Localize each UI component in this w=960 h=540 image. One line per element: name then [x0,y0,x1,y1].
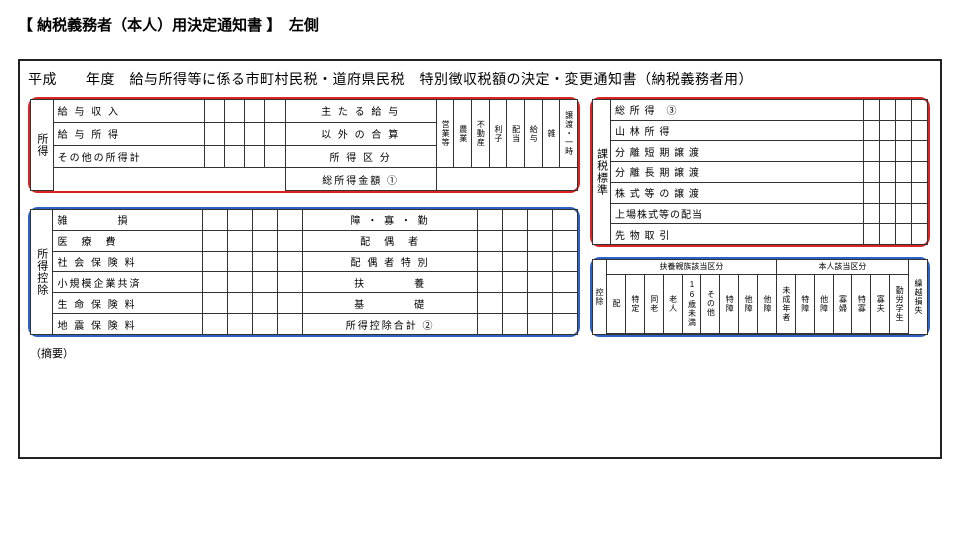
group-header: 本人該当区分 [776,260,908,275]
row-label: 雑 損 [53,210,203,231]
row-label: 基 礎 [303,293,478,314]
income-table: 所得 給 与 収 入 主 た る 給 与 営業等 農業 不動産 利子 配当 給与… [30,99,578,191]
row-label: 分 離 長 期 譲 渡 [611,162,864,183]
classification-table: 控除 扶養親族該当区分 本人該当区分 繰越損失 配 特定 同老 老人 16歳未満… [592,259,928,335]
mini-col: 譲渡・一時 [560,100,578,168]
row-label: 生 命 保 険 料 [53,293,203,314]
income-section: 所得 給 与 収 入 主 た る 給 与 営業等 農業 不動産 利子 配当 給与… [28,97,580,193]
row-label: 山 林 所 得 [611,120,864,141]
col-head: 特寡 [852,274,871,333]
classification-section: 控除 扶養親族該当区分 本人該当区分 繰越損失 配 特定 同老 老人 16歳未満… [590,257,930,337]
col-head: 寡婦 [833,274,852,333]
row-label: 給 与 収 入 [53,100,204,123]
mini-col: 給与 [524,100,542,168]
page-title: 【 納税義務者（本人）用決定通知書 】 左側 [18,14,942,35]
classification-side-label: 控除 [593,260,607,335]
deduction-side-label: 所得控除 [31,210,53,335]
mini-col: 不動産 [472,100,490,168]
row-label: 所 得 区 分 [285,145,436,168]
tax-basis-section: 課税標準 総 所 得 ③ 山 林 所 得 分 離 短 期 譲 渡 分 離 長 期… [590,97,930,247]
row-label: 以 外 の 合 算 [285,122,436,145]
mini-col: 農業 [454,100,472,168]
col-head: 特障 [720,274,739,333]
row-label: 扶 養 [303,272,478,293]
row-label: その他の所得計 [53,145,204,168]
col-head: 配 [607,274,626,333]
carryover-loss: 繰越損失 [909,260,928,335]
col-head: 他障 [739,274,758,333]
row-label: 小規模企業共済 [53,272,203,293]
col-head: 特定 [625,274,644,333]
mini-col: 配当 [507,100,525,168]
col-head: 他障 [814,274,833,333]
col-head: 他障 [758,274,777,333]
col-head: 同老 [644,274,663,333]
col-head: 未成年者 [776,274,795,333]
form-container: 平成 年度 給与所得等に係る市町村民税・道府県民税 特別徴収税額の決定・変更通知… [18,59,942,459]
row-label: 障 ・ 寡 ・ 勤 [303,210,478,231]
col-head: 勤労学生 [890,274,909,333]
row-label: 上場株式等の配当 [611,203,864,224]
tax-basis-table: 課税標準 総 所 得 ③ 山 林 所 得 分 離 短 期 譲 渡 分 離 長 期… [592,99,928,245]
mini-col: 利子 [489,100,507,168]
group-header: 扶養親族該当区分 [607,260,777,275]
mini-col: 営業等 [436,100,454,168]
deduction-table: 所得控除 雑 損 障 ・ 寡 ・ 勤 医 療 費 配 偶 者 社 会 保 険 料… [30,209,578,335]
row-label: 先 物 取 引 [611,224,864,245]
row-label: 分 離 短 期 譲 渡 [611,141,864,162]
row-label: 給 与 所 得 [53,122,204,145]
col-head: 特障 [795,274,814,333]
form-header: 平成 年度 給与所得等に係る市町村民税・道府県民税 特別徴収税額の決定・変更通知… [28,69,934,89]
mini-col: 雑 [542,100,560,168]
col-head: 寡夫 [871,274,890,333]
row-label: 地 震 保 険 料 [53,314,203,335]
row-label: 株 式 等 の 譲 渡 [611,182,864,203]
row-label: 配 偶 者 特 別 [303,251,478,272]
tenyo-label: （摘要） [30,345,74,361]
deduction-section: 所得控除 雑 損 障 ・ 寡 ・ 勤 医 療 費 配 偶 者 社 会 保 険 料… [28,207,580,337]
row-label: 医 療 費 [53,230,203,251]
tax-basis-side-label: 課税標準 [593,100,611,245]
col-head: 16歳未満 [682,274,701,333]
income-side-label: 所得 [31,100,54,191]
row-label: 総 所 得 ③ [611,100,864,121]
col-head: 老人 [663,274,682,333]
deduction-total-label: 所得控除合計 ② [303,314,478,335]
row-label: 配 偶 者 [303,230,478,251]
total-income-label: 総所得金額 ① [285,168,436,191]
row-label: 社 会 保 険 料 [53,251,203,272]
row-label: 主 た る 給 与 [285,100,436,123]
col-head: その他 [701,274,720,333]
